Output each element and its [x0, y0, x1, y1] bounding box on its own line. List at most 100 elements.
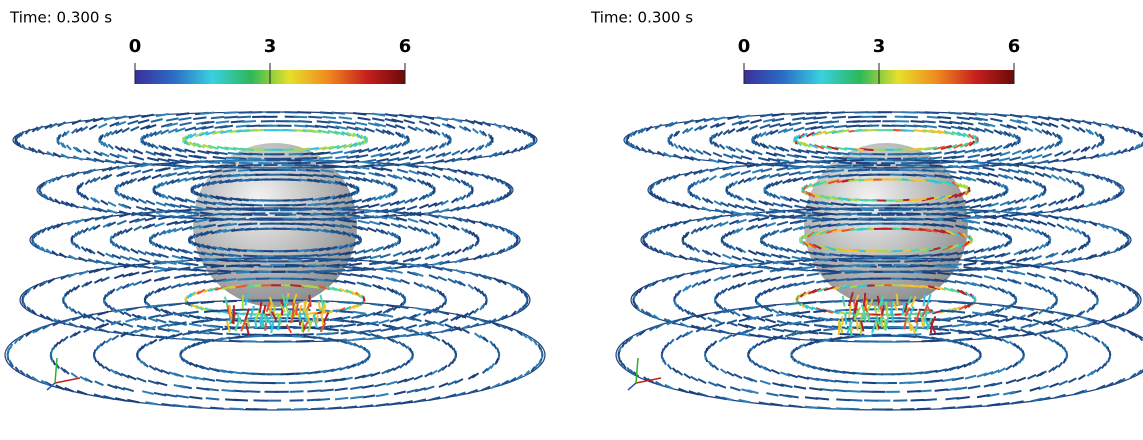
- glyph: [1078, 375, 1085, 379]
- glyph: [221, 390, 235, 391]
- glyph: [761, 278, 771, 282]
- glyph: [296, 272, 310, 273]
- glyph: [142, 169, 153, 172]
- glyph: [942, 407, 956, 408]
- glyph: [769, 145, 776, 149]
- glyph: [821, 126, 834, 128]
- glyph: [417, 148, 425, 152]
- glyph: [304, 208, 318, 209]
- glyph: [923, 167, 937, 168]
- glyph: [307, 390, 321, 391]
- glyph: [683, 235, 684, 240]
- glyph: [1087, 308, 1091, 313]
- glyph: [357, 187, 358, 192]
- glyph: [452, 151, 460, 155]
- glyph: [138, 263, 150, 266]
- glyph: [654, 194, 657, 199]
- glyph: [297, 112, 311, 113]
- glyph: [146, 201, 155, 205]
- glyph: [619, 347, 620, 352]
- glyph: [436, 241, 438, 246]
- glyph: [97, 252, 104, 256]
- glyph: [295, 158, 309, 159]
- glyph: [1095, 132, 1098, 137]
- glyph: [55, 342, 58, 347]
- glyph: [1010, 115, 1022, 118]
- glyph: [122, 128, 129, 132]
- glyph: [133, 157, 144, 160]
- glyph: [857, 223, 871, 224]
- glyph: [839, 260, 853, 261]
- glyph: [765, 319, 775, 322]
- glyph: [719, 337, 725, 342]
- glyph: [902, 278, 916, 279]
- axis-glyph: [55, 378, 80, 383]
- glyph: [447, 140, 449, 145]
- glyph: [246, 391, 260, 392]
- glyph: [250, 170, 264, 171]
- glyph: [1085, 287, 1089, 292]
- glyph: [158, 159, 170, 162]
- glyph: [1006, 365, 1012, 369]
- glyph: [995, 315, 1007, 318]
- glyph: [213, 157, 226, 159]
- glyph: [376, 394, 388, 396]
- glyph: [742, 258, 752, 261]
- glyph: [243, 327, 257, 328]
- glyph: [771, 370, 779, 374]
- glyph: [916, 323, 918, 331]
- glyph: [124, 312, 131, 316]
- glyph: [202, 259, 216, 260]
- glyph: [776, 167, 788, 170]
- glyph: [166, 123, 177, 126]
- glyph: [843, 296, 845, 307]
- glyph: [516, 240, 517, 245]
- glyph: [990, 286, 998, 290]
- glyph: [399, 236, 400, 241]
- glyph: [971, 236, 972, 241]
- glyph: [1032, 155, 1042, 158]
- glyph: [129, 257, 139, 260]
- glyph: [335, 398, 348, 399]
- glyph: [101, 200, 108, 204]
- glyph: [448, 362, 452, 367]
- glyph: [838, 334, 852, 335]
- glyph: [1050, 383, 1059, 387]
- glyph: [1002, 339, 1009, 343]
- glyph: [222, 214, 236, 215]
- glyph: [904, 261, 918, 262]
- glyph: [857, 218, 871, 219]
- glyph: [1023, 197, 1030, 201]
- glyph: [410, 115, 422, 118]
- glyph: [372, 276, 383, 279]
- axis-glyph: [55, 358, 57, 383]
- glyph: [924, 294, 925, 307]
- glyph: [957, 117, 970, 119]
- glyph: [965, 376, 976, 379]
- glyph: [225, 399, 239, 400]
- glyph: [784, 330, 796, 332]
- glyph: [292, 336, 306, 337]
- glyph: [123, 323, 133, 326]
- glyph: [1079, 128, 1085, 133]
- glyph: [850, 160, 864, 161]
- glyph: [916, 165, 930, 166]
- glyph: [225, 208, 239, 209]
- glyph: [725, 335, 732, 339]
- glyph: [987, 324, 998, 327]
- glyph: [230, 160, 244, 161]
- glyph: [695, 180, 699, 185]
- glyph: [1072, 180, 1076, 185]
- glyph: [410, 156, 421, 159]
- glyph: [120, 256, 129, 260]
- glyph: [314, 315, 317, 327]
- glyph: [998, 158, 1010, 161]
- glyph: [115, 398, 126, 401]
- glyph: [799, 171, 811, 174]
- glyph: [723, 255, 732, 259]
- glyph: [847, 279, 861, 280]
- glyph: [296, 213, 310, 214]
- glyph: [412, 162, 424, 165]
- glyph: [733, 312, 740, 316]
- glyph: [754, 344, 759, 349]
